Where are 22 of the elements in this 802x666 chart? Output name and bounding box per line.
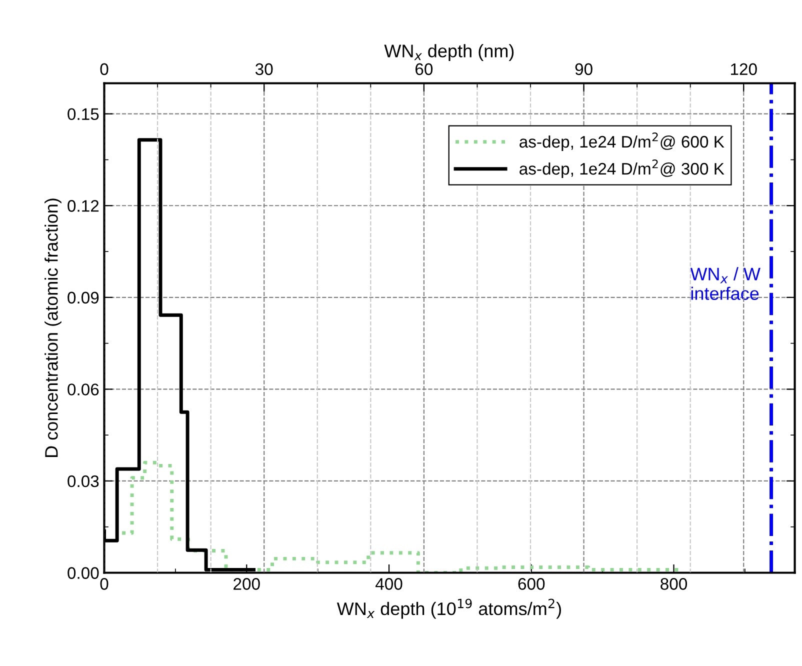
x2-tick-label: 30 — [255, 63, 273, 76]
x2-tick-label: 60 — [416, 63, 433, 76]
x-tick-label: 800 — [660, 578, 688, 590]
y-tick-label: 0.15 — [68, 108, 99, 120]
x-tick-label: 400 — [375, 578, 402, 590]
ref-line-label: WN$_{x}$ / W interface — [690, 267, 760, 300]
y-tick-label: 0.03 — [68, 475, 99, 488]
x-tick-label: 0 — [100, 578, 108, 590]
x-tick-label: 600 — [518, 578, 545, 590]
x2-tick-label: 120 — [731, 63, 757, 76]
x-axis-title: WN$_{x}$ depth (10$^{19}$ atoms/m$^{2}$) — [336, 598, 561, 619]
x2-tick-label: 0 — [100, 63, 108, 76]
x-tick-label: 200 — [234, 578, 260, 590]
legend-label: as-dep, 1e24 D/m$^{2}$@ 300 K — [520, 160, 724, 178]
x2-axis-title: WN$_{x}$ depth (nm) — [384, 44, 514, 61]
y-tick-label: 0.00 — [68, 567, 99, 579]
x2-tick-label: 90 — [575, 63, 592, 76]
legend-label: as-dep, 1e24 D/m$^{2}$@ 600 K — [520, 132, 724, 152]
y-tick-label: 0.09 — [68, 292, 99, 304]
y-tick-label: 0.06 — [68, 384, 99, 396]
y-axis-title: D concentration (atomic fraction) — [44, 198, 62, 457]
y-tick-label: 0.12 — [68, 200, 99, 212]
